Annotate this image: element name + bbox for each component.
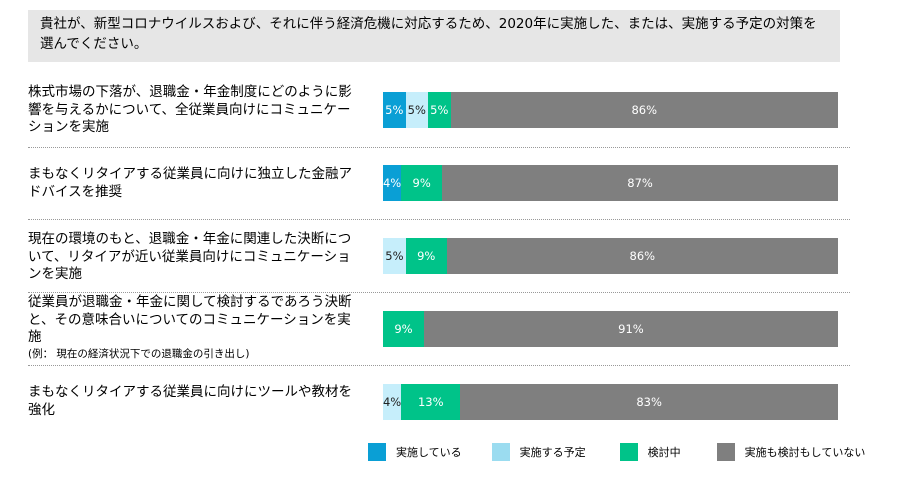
row-divider: [28, 219, 850, 220]
legend-label: 実施している: [396, 446, 462, 459]
stacked-bar: 4% 13% 83%: [383, 384, 838, 420]
question-header: 貴社が、新型コロナウイルスおよび、それに伴う経済危機に対応するため、2020年に…: [28, 10, 840, 62]
row-divider: [28, 147, 850, 148]
bar-segment: 9%: [405, 238, 447, 274]
data-label: 5%: [385, 249, 404, 263]
bar-segment: 86%: [446, 238, 838, 274]
legend-swatch: [368, 443, 386, 461]
legend-swatch: [716, 443, 735, 461]
bar-segment: 4%: [383, 384, 402, 420]
category-label: 株式市場の下落が、退職金・年金制度にどのように影響を与えるかについて、全従業員向…: [28, 84, 363, 137]
category-note: (例： 現在の経済状況下での退職金の引き出し): [28, 347, 250, 360]
legend-swatch: [619, 443, 638, 461]
data-label: 9%: [417, 249, 436, 263]
data-label: 91%: [618, 322, 644, 336]
data-label: 13%: [417, 395, 444, 409]
data-label: 5%: [430, 103, 449, 117]
category-label: 従業員が退職金・年金に関して検討するであろう決断と、その意味合いについてのコミュ…: [28, 294, 363, 361]
bar-segment: 86%: [450, 92, 838, 128]
legend-item: 実施している: [368, 443, 462, 461]
legend-label: 実施する予定: [519, 446, 586, 459]
bar-segment: 9%: [383, 311, 424, 347]
data-label: 86%: [629, 249, 656, 263]
data-label: 4%: [383, 176, 402, 190]
legend-item: 検討中: [619, 443, 681, 461]
stacked-bar: 9% 91%: [383, 311, 838, 347]
category-text: 従業員が退職金・年金に関して検討するであろう決断と、その意味合いについてのコミュ…: [28, 294, 352, 345]
bar-segment: 5%: [428, 92, 451, 128]
data-label: 87%: [627, 176, 653, 190]
category-label: まもなくリタイアする従業員に向けにツールや教材を強化: [28, 384, 363, 419]
category-text: 株式市場の下落が、退職金・年金制度にどのように影響を与えるかについて、全従業員向…: [28, 84, 352, 135]
bar-segment: 83%: [460, 384, 838, 420]
category-label: まもなくリタイアする従業員に向けに独立した金融アドバイスを推奨: [28, 166, 363, 201]
bar-segment: 87%: [442, 165, 838, 201]
bar-segment: 9%: [401, 165, 443, 201]
stacked-bar: 4% 9% 87%: [383, 165, 838, 201]
bar-segment: 5%: [405, 92, 429, 128]
legend-label: 実施も検討もしていない: [744, 446, 866, 459]
bar-segment: 91%: [423, 311, 838, 347]
row-divider: [28, 292, 850, 293]
data-label: 9%: [394, 322, 413, 336]
bar-segment: 4%: [383, 165, 402, 201]
row-divider: [28, 365, 850, 366]
category-text: まもなくリタイアする従業員に向けに独立した金融アドバイスを推奨: [28, 166, 352, 200]
data-label: 5%: [407, 103, 426, 117]
bar-segment: 5%: [383, 238, 406, 274]
stacked-bar: 5% 5% 5% 86%: [383, 92, 838, 128]
category-text: まもなくリタイアする従業員に向けにツールや教材を強化: [28, 384, 352, 418]
bar-segment: 5%: [383, 92, 406, 128]
category-label: 現在の環境のもと、退職金・年金に関連した決断について、リタイアが近い従業員向けに…: [28, 231, 363, 284]
category-text: 現在の環境のもと、退職金・年金に関連した決断について、リタイアが近い従業員向けに…: [28, 231, 352, 282]
data-label: 4%: [383, 395, 402, 409]
bar-segment: 13%: [401, 384, 461, 420]
data-label: 86%: [631, 103, 658, 117]
data-label: 83%: [636, 395, 662, 409]
data-label: 5%: [385, 103, 404, 117]
legend-swatch: [491, 443, 510, 461]
legend: 実施している 実施する予定 検討中 実施も検討もしていない: [368, 443, 865, 461]
legend-item: 実施も検討もしていない: [716, 443, 866, 461]
legend-label: 検討中: [647, 446, 681, 459]
data-label: 9%: [412, 176, 431, 190]
stacked-bar: 5% 9% 86%: [383, 238, 838, 274]
legend-item: 実施する予定: [491, 443, 586, 461]
